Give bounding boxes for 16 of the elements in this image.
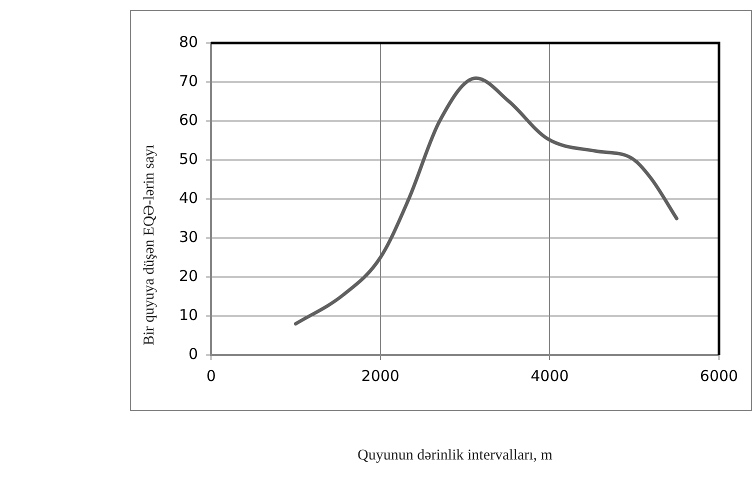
line-series xyxy=(294,76,678,326)
y-tick-label: 20 xyxy=(178,266,198,285)
y-tick-label: 50 xyxy=(178,150,198,168)
y-tick-label: 10 xyxy=(178,306,198,324)
x-tick-label: 4000 xyxy=(530,366,569,385)
y-tick-label: 80 xyxy=(178,32,198,51)
y-tick-label: 40 xyxy=(178,188,198,207)
y-axis-title: Bir quyuya düşən EQƏ-lərin sayı xyxy=(142,144,158,346)
x-tick-label: 6000 xyxy=(700,366,738,385)
y-tick-label: 60 xyxy=(178,110,198,129)
y-tick-label: 30 xyxy=(178,228,198,246)
x-axis-title: Quyunun dərinlik intervalları, m xyxy=(358,448,552,464)
y-tick-label: 70 xyxy=(178,72,198,90)
x-tick-label: 0 xyxy=(206,366,216,385)
y-tick-label: 0 xyxy=(188,344,198,363)
x-tick-label: 2000 xyxy=(361,366,400,385)
